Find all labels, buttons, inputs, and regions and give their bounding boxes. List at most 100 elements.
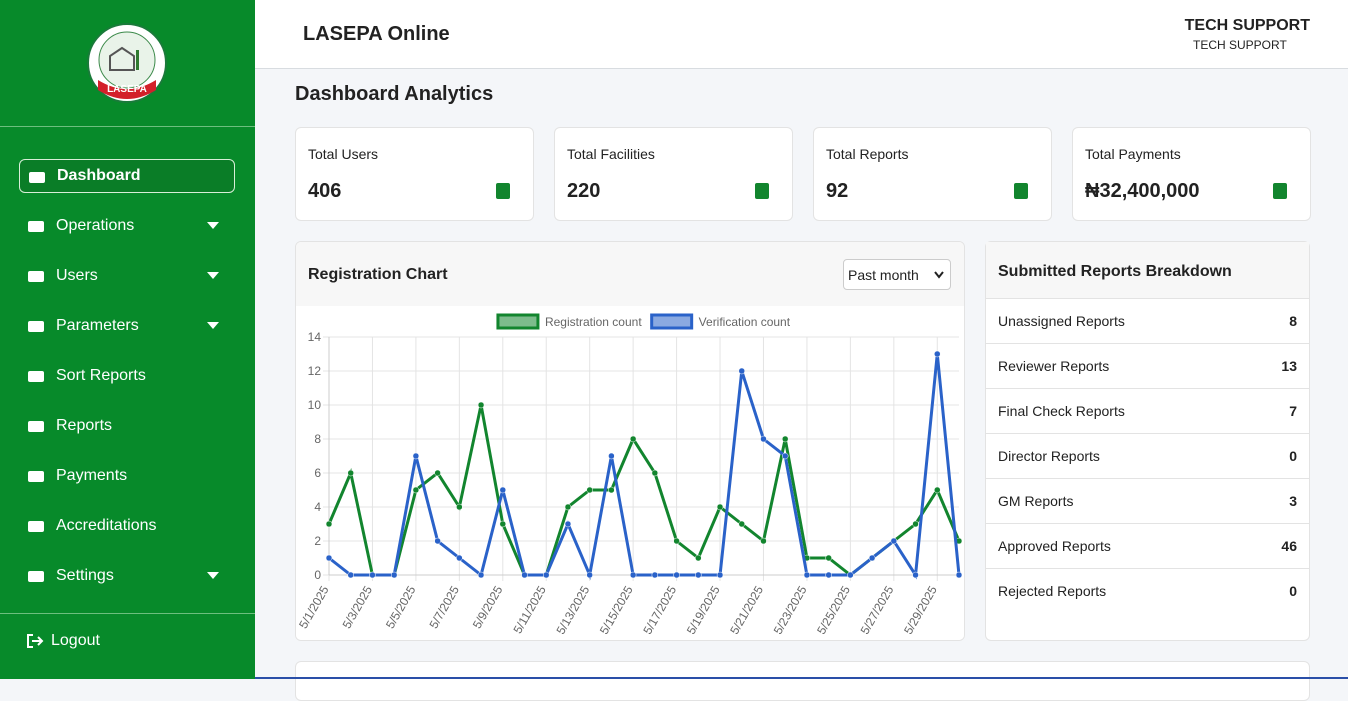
data-point <box>651 571 659 579</box>
stat-value: ₦32,400,000 <box>1085 180 1200 202</box>
icon-shape <box>28 371 44 382</box>
nav-label: Accreditations <box>56 517 157 534</box>
row-label: Final Check Reports <box>998 403 1125 419</box>
data-point <box>673 571 680 579</box>
header: LASEPA Online TECH SUPPORT TECH SUPPORT <box>255 0 1348 69</box>
data-point <box>890 537 898 545</box>
nav-item[interactable]: Accreditations <box>19 509 235 543</box>
nav-item[interactable]: Reports <box>19 409 235 443</box>
y-tick-label: 2 <box>314 534 321 548</box>
legend-item: Verification count <box>650 313 791 330</box>
data-point <box>434 469 441 477</box>
row-value: 46 <box>1281 538 1297 554</box>
nav-item[interactable]: Payments <box>19 459 235 493</box>
nav-item[interactable]: Operations <box>19 209 235 243</box>
user-name[interactable]: TECH SUPPORT <box>1184 17 1310 34</box>
chart-card: Registration Chart Past month 0 2 4 6 8 10 12 1… <box>295 241 965 641</box>
dropdown-caret <box>207 322 219 329</box>
breakdown-row: GM Reports 3 <box>986 478 1309 523</box>
data-point <box>477 571 485 579</box>
row-value: 7 <box>1289 403 1297 419</box>
icon-shape <box>28 471 44 482</box>
nav-icon <box>28 571 44 582</box>
dropdown-caret <box>207 272 219 279</box>
data-point <box>586 571 593 579</box>
data-point <box>955 571 963 579</box>
nav-item[interactable]: Parameters <box>19 309 235 343</box>
sidebar: LASEPA Dashboard Operations Users Parameter… <box>0 0 255 679</box>
caret <box>207 572 219 579</box>
data-point <box>608 452 615 460</box>
data-point <box>390 571 398 579</box>
data-point <box>499 520 507 528</box>
row-label: Director Reports <box>998 448 1100 464</box>
data-point <box>847 571 854 579</box>
logout[interactable]: Logout <box>26 632 100 650</box>
stat-value: 220 <box>567 180 601 202</box>
app-title: LASEPA Online <box>303 23 450 45</box>
data-point <box>521 571 528 579</box>
legend-item: Registration count <box>496 313 642 330</box>
data-point <box>347 469 354 477</box>
legend-label: Registration count <box>545 315 642 329</box>
data-point <box>695 571 702 579</box>
nav-item[interactable]: Settings <box>19 559 235 593</box>
data-point <box>477 401 485 409</box>
dropdown-caret <box>207 222 219 229</box>
nav-icon <box>28 371 44 382</box>
legend-swatch <box>650 313 694 330</box>
breakdown-row: Final Check Reports 7 <box>986 388 1309 433</box>
data-point <box>868 554 876 562</box>
y-tick-label: 4 <box>314 500 321 514</box>
stat-value: 92 <box>826 180 849 202</box>
logout-label: Logout <box>51 632 100 649</box>
breakdown-title: Submitted Reports Breakdown <box>998 263 1232 280</box>
data-point <box>781 435 789 443</box>
data-point <box>325 554 333 562</box>
data-point <box>738 520 746 528</box>
data-point <box>716 571 724 579</box>
breakdown-row: Director Reports 0 <box>986 433 1309 478</box>
nav-item[interactable]: Sort Reports <box>19 359 235 393</box>
nav-icon <box>29 172 45 183</box>
stat-label: Total Payments <box>1085 146 1181 162</box>
data-point <box>325 520 333 528</box>
stat-icon <box>496 183 510 199</box>
nav-label: Sort Reports <box>56 367 146 384</box>
data-point <box>760 537 767 545</box>
data-point <box>412 452 420 460</box>
nav-icon <box>28 521 44 532</box>
stat-label: Total Facilities <box>567 146 655 162</box>
data-point <box>369 571 376 579</box>
caret <box>207 222 219 229</box>
data-point <box>934 486 941 494</box>
logout-icon <box>27 634 44 648</box>
data-point <box>564 503 572 511</box>
stat-card: Total Payments ₦32,400,000 <box>1072 127 1311 221</box>
row-label: GM Reports <box>998 493 1074 509</box>
breakdown-row: Unassigned Reports 8 <box>986 298 1309 343</box>
data-point <box>412 486 420 494</box>
dropdown-caret <box>207 572 219 579</box>
stat-icon <box>1273 183 1287 199</box>
nav-icon <box>28 271 44 282</box>
nav-label: Settings <box>56 567 114 584</box>
breakdown-header <box>986 242 1309 298</box>
range-select[interactable]: Past month <box>843 259 951 290</box>
range-select-value: Past month <box>848 267 919 283</box>
select-caret <box>934 271 944 279</box>
nav-item[interactable]: Users <box>19 259 235 293</box>
nav-label: Dashboard <box>57 167 141 184</box>
nav-label: Parameters <box>56 317 139 334</box>
stat-icon <box>1014 183 1028 199</box>
nav-item[interactable]: Dashboard <box>19 159 235 193</box>
nav-label: Reports <box>56 417 113 434</box>
icon-shape <box>28 421 44 432</box>
data-point <box>586 486 593 494</box>
legend-label: Verification count <box>699 315 791 329</box>
stat-label: Total Reports <box>826 146 909 162</box>
data-point <box>542 571 550 579</box>
nav-icon <box>28 471 44 482</box>
data-point <box>825 554 832 562</box>
icon-shape <box>28 271 44 282</box>
